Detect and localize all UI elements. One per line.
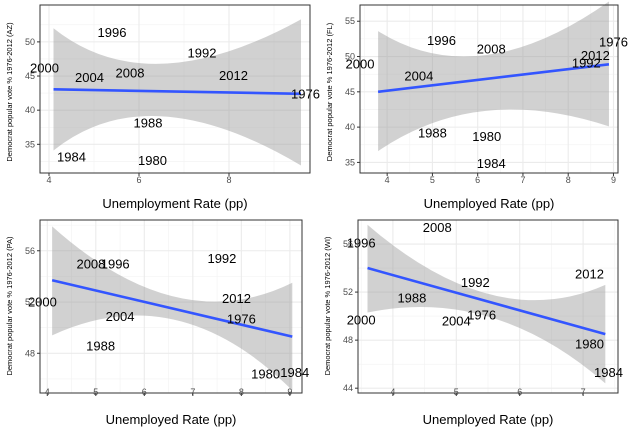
y-tick-label: 50 [25,37,35,47]
x-tick-label: 8 [566,175,571,185]
point-label-1988: 1988 [418,126,447,141]
point-label-1996: 1996 [98,25,127,40]
point-label-2004: 2004 [404,68,433,83]
point-label-2012: 2012 [575,267,604,282]
x-tick-label: 9 [287,387,292,397]
point-label-1980: 1980 [138,153,167,168]
point-label-2008: 2008 [423,220,452,235]
point-label-1992: 1992 [461,275,490,290]
y-tick-label: 45 [345,87,355,97]
panel-border [39,219,303,394]
point-label-1988: 1988 [397,291,426,306]
y-tick-label: 44 [343,383,353,393]
y-tick-label: 56 [343,239,353,249]
x-tick-label: 5 [93,387,98,397]
panel-border [357,219,619,394]
point-label-2004: 2004 [75,70,104,85]
point-label-1984: 1984 [280,365,309,380]
point-label-1992: 1992 [572,56,601,71]
regression-line [53,88,302,96]
point-label-1984: 1984 [57,149,86,164]
y-tick-label: 40 [345,122,355,132]
regression-line [377,63,610,94]
x-tick-label: 6 [136,175,141,185]
y-tick-label: 52 [25,297,35,307]
point-label-1980: 1980 [472,129,501,144]
point-label-1992: 1992 [207,251,236,266]
point-label-2012: 2012 [222,291,251,306]
y-tick-label: 56 [25,246,35,256]
x-axis-label: Unemployment Rate (pp) [102,196,247,211]
x-axis-label: Unemployed Rate (pp) [423,412,554,427]
point-label-2008: 2008 [76,256,105,271]
point-label-2012: 2012 [219,68,248,83]
regression-line [51,278,293,338]
point-label-2004: 2004 [442,314,471,329]
point-label-2008: 2008 [477,42,506,57]
chart-panel-4: 1976 1980 1984 1988 1992 1996 2000 2004 2008 2012… [323,219,623,427]
x-tick-label: 5 [430,175,435,185]
panel-border [359,4,619,174]
point-label-1980: 1980 [251,366,280,381]
x-tick-label: 6 [517,387,522,397]
x-tick-label: 7 [520,175,525,185]
point-label-2000: 2000 [30,61,59,76]
y-axis-label: Democrat popular vote % 1976-2012 (FL) [325,22,334,161]
x-tick-label: 4 [390,387,395,397]
y-tick-label: 52 [343,287,353,297]
chart-panel-3: 1976 1980 1984 1988 1992 1996 2000 2004 2008 2012… [5,219,309,427]
regression-line [367,266,606,336]
point-label-1976: 1976 [227,311,256,326]
point-label-1996: 1996 [101,256,130,271]
x-tick-label: 8 [239,387,244,397]
y-axis-label: Democrat popular vote % 1976-2012 (AZ) [5,22,14,162]
plot-background [40,220,302,393]
x-tick-label: 4 [46,175,51,185]
y-tick-label: 50 [345,52,355,62]
y-tick-label: 55 [345,16,355,26]
y-tick-label: 48 [343,335,353,345]
point-label-1976: 1976 [291,87,320,102]
point-label-2012: 2012 [581,48,610,63]
point-label-2008: 2008 [116,65,145,80]
point-label-2000: 2000 [347,312,376,327]
chart-panel-1: 1976 1980 1984 1988 1992 1996 2000 2004 2008 2012… [5,4,320,211]
point-label-1980: 1980 [575,336,604,351]
x-tick-label: 7 [190,387,195,397]
y-tick-label: 35 [345,157,355,167]
x-tick-label: 5 [454,387,459,397]
point-label-1996: 1996 [427,33,456,48]
point-label-1996: 1996 [347,235,376,250]
x-tick-label: 6 [142,387,147,397]
point-label-1988: 1988 [134,115,163,130]
point-label-1976: 1976 [599,35,628,50]
panel-border [39,4,311,174]
point-label-1992: 1992 [188,46,217,61]
confidence-band [378,1,609,152]
point-label-2000: 2000 [28,295,57,310]
x-tick-label: 8 [226,175,231,185]
confidence-band [367,224,606,384]
x-tick-label: 4 [385,175,390,185]
x-axis-label: Unemployed Rate (pp) [424,196,555,211]
x-tick-label: 6 [475,175,480,185]
point-label-1984: 1984 [477,156,506,171]
y-tick-label: 35 [25,139,35,149]
point-label-1976: 1976 [467,308,496,323]
x-tick-label: 7 [581,387,586,397]
y-tick-label: 48 [25,348,35,358]
x-axis-label: Unemployed Rate (pp) [106,412,237,427]
point-label-2004: 2004 [106,309,135,324]
y-axis-label: Democrat popular vote % 1976-2012 (PA) [5,236,14,376]
x-tick-label: 4 [45,387,50,397]
point-label-1988: 1988 [86,338,115,353]
x-tick-label: 9 [611,175,616,185]
point-label-1984: 1984 [594,365,623,380]
y-tick-label: 45 [25,71,35,81]
y-axis-label: Democrat popular vote % 1976-2012 (WI) [323,236,332,375]
y-tick-label: 40 [25,105,35,115]
